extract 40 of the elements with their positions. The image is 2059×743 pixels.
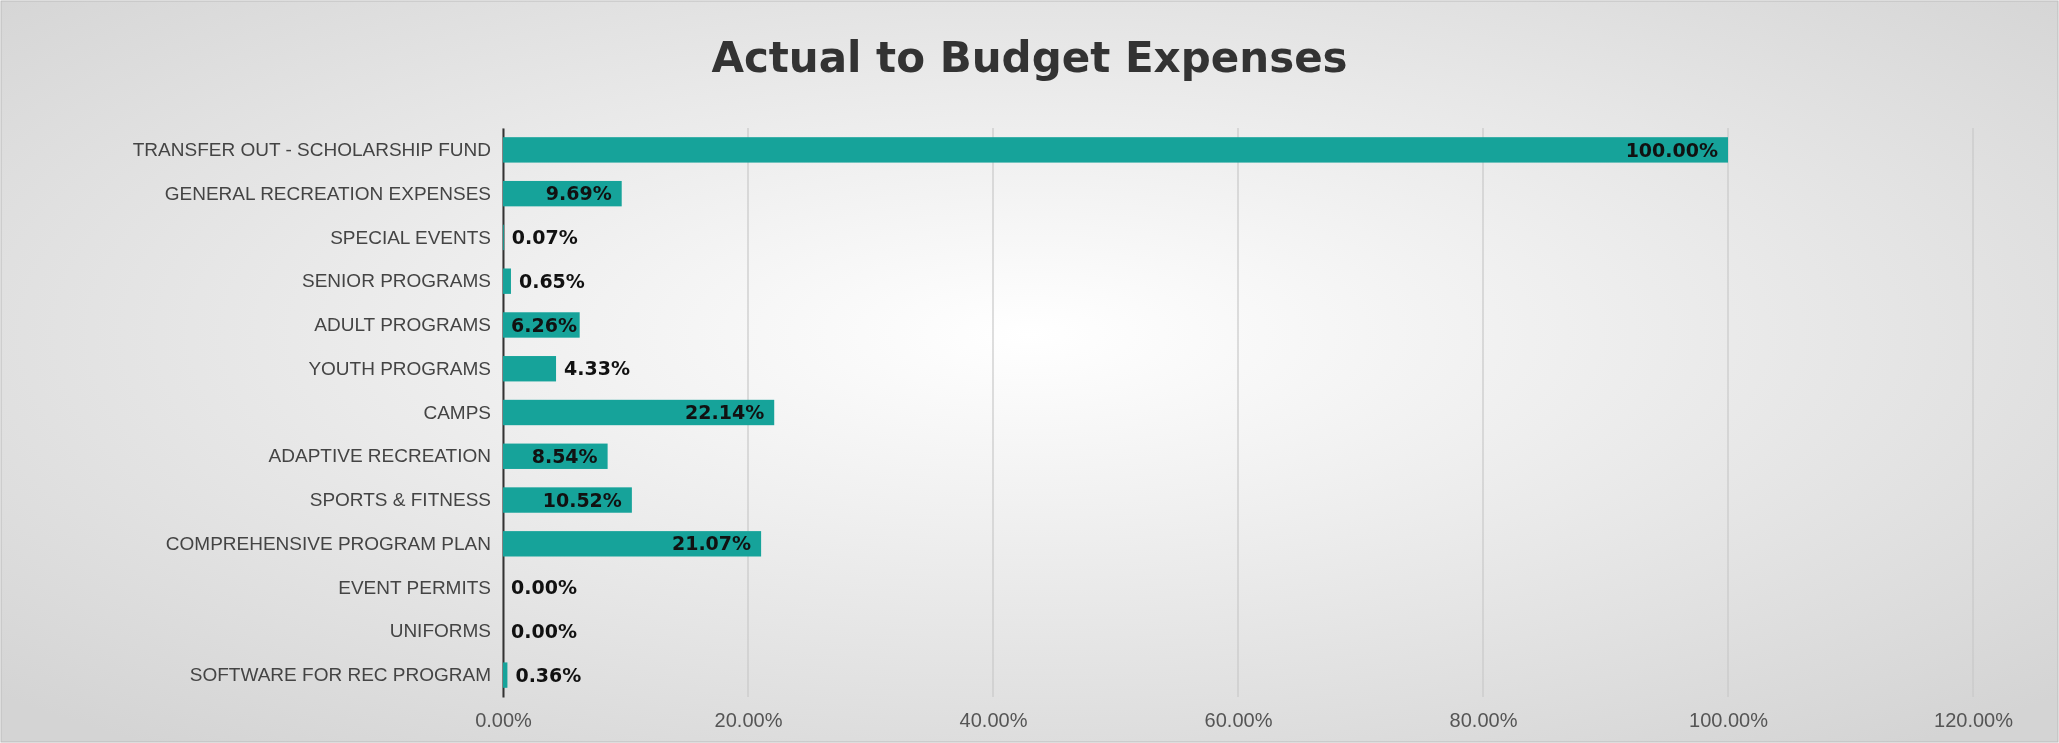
chart-title: Actual to Budget Expenses — [711, 33, 1348, 82]
bar — [503, 356, 557, 382]
data-label: 0.65% — [518, 269, 585, 292]
data-label: 100.00% — [1625, 138, 1718, 161]
y-tick-label: CAMPS — [423, 401, 491, 423]
y-tick-label: ADAPTIVE RECREATION — [268, 445, 491, 467]
x-tick-label: 120.00% — [1934, 709, 2014, 732]
x-tick-label: 80.00% — [1449, 709, 1518, 732]
data-label: 10.52% — [542, 488, 622, 511]
bar — [503, 531, 762, 557]
data-label: 0.00% — [511, 576, 577, 599]
data-label: 0.00% — [511, 620, 577, 642]
bar — [503, 662, 508, 688]
y-tick-label: GENERAL RECREATION EXPENSES — [164, 182, 491, 204]
x-tick-label: 20.00% — [714, 709, 783, 732]
y-tick-label: SPECIAL EVENTS — [330, 226, 491, 248]
data-label: 21.07% — [671, 532, 752, 555]
x-tick-label: 100.00% — [1689, 709, 1769, 732]
x-tick-label: 40.00% — [959, 709, 1028, 732]
y-tick-label: SOFTWARE FOR REC PROGRAM — [189, 664, 491, 686]
y-tick-label: SENIOR PROGRAMS — [302, 270, 491, 292]
data-label: 0.36% — [515, 663, 582, 686]
y-tick-label: UNIFORMS — [389, 620, 491, 642]
y-tick-label: SPORTS & FITNESS — [309, 489, 491, 511]
data-label: 0.07% — [511, 226, 578, 249]
data-label: 9.69% — [545, 182, 612, 205]
data-label: 8.54% — [531, 444, 598, 467]
y-tick-label: TRANSFER OUT - SCHOLARSHIP FUND — [132, 138, 491, 160]
y-tick-label: ADULT PROGRAMS — [314, 314, 491, 336]
bar — [503, 137, 1728, 163]
y-tick-label: EVENT PERMITS — [338, 576, 491, 598]
data-label: 6.26% — [511, 313, 577, 336]
x-tick-label: 0.00% — [475, 709, 533, 732]
data-label: 22.14% — [685, 401, 765, 424]
y-tick-label: COMPREHENSIVE PROGRAM PLAN — [165, 532, 491, 554]
y-tick-label: YOUTH PROGRAMS — [308, 357, 491, 379]
x-tick-label: 60.00% — [1204, 709, 1273, 732]
bar — [503, 268, 511, 294]
data-label: 4.33% — [564, 357, 630, 380]
bar — [503, 399, 775, 426]
